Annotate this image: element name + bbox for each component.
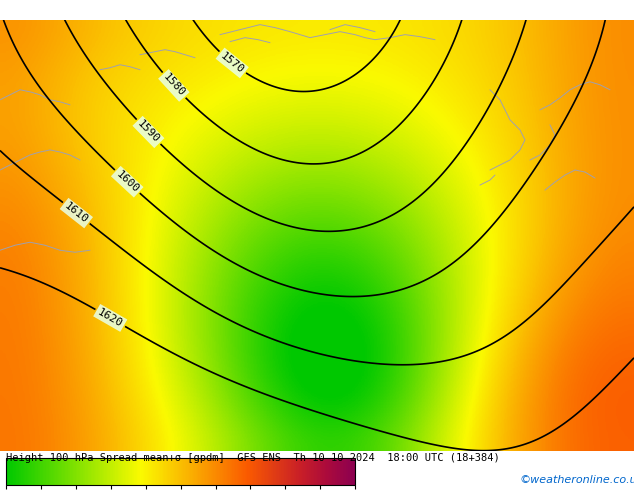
Text: 1600: 1600 xyxy=(114,169,141,195)
Text: 1570: 1570 xyxy=(219,50,246,75)
Text: 1580: 1580 xyxy=(161,72,186,99)
Text: 1620: 1620 xyxy=(96,307,124,329)
Text: 1610: 1610 xyxy=(63,201,90,225)
Text: ©weatheronline.co.uk: ©weatheronline.co.uk xyxy=(520,475,634,485)
Text: Height 100 hPa Spread mean+σ [gpdm]  GFS ENS  Th 10-10-2024  18:00 UTC (18+384): Height 100 hPa Spread mean+σ [gpdm] GFS … xyxy=(6,453,500,463)
Text: 1590: 1590 xyxy=(136,119,162,145)
